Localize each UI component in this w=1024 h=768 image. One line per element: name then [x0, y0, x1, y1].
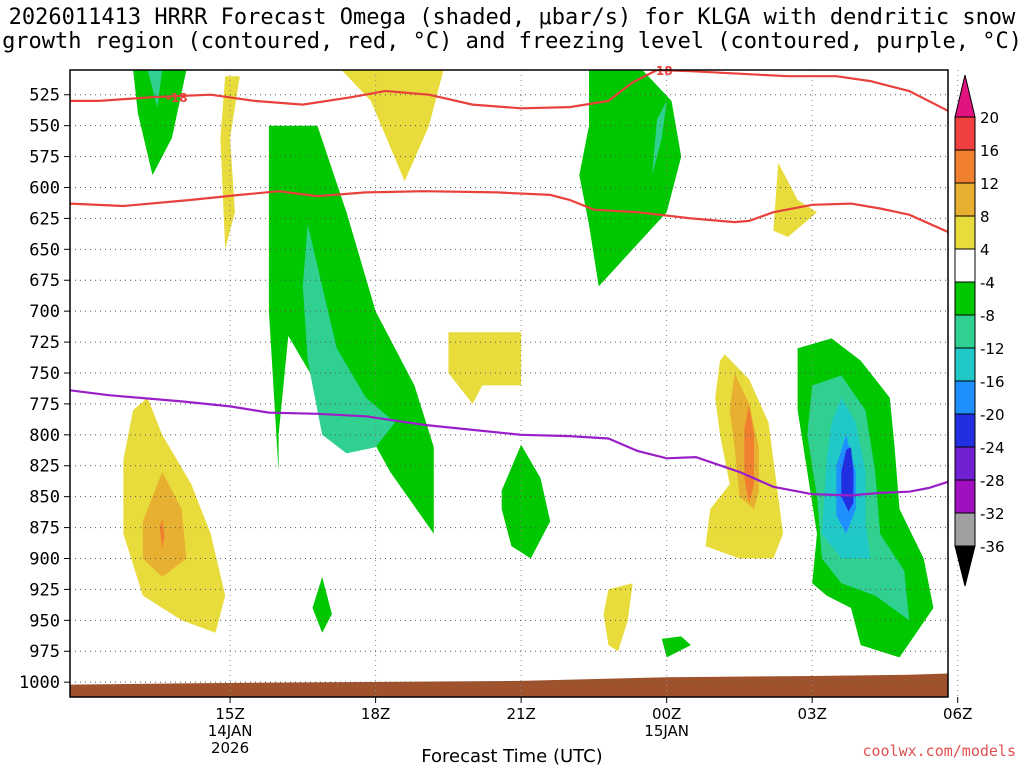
- y-tick-label: 550: [29, 117, 60, 137]
- x-tick-label: 06Z: [943, 705, 972, 723]
- y-tick-label: 675: [29, 271, 60, 291]
- x-axis-title: Forecast Time (UTC): [421, 746, 603, 767]
- colorbar-label: -20: [980, 406, 1005, 424]
- colorbar-segment: [954, 479, 976, 514]
- freezing-level-contour: [70, 389, 948, 497]
- colorbar-label: -28: [980, 472, 1005, 490]
- colorbar-label: 4: [980, 241, 990, 259]
- colorbar-segment: [954, 215, 976, 250]
- omega-region: [312, 577, 332, 633]
- omega-region: [268, 125, 434, 534]
- x-tick-label: 18Z: [361, 705, 390, 723]
- y-tick-label: 625: [29, 209, 60, 229]
- x-tick-label: 14JAN: [208, 722, 253, 740]
- colorbar-segment: [954, 149, 976, 184]
- x-tick-label: 21Z: [506, 705, 535, 723]
- colorbar-label: -36: [980, 538, 1005, 556]
- colorbar-label: -16: [980, 373, 1005, 391]
- y-tick-label: 600: [29, 178, 60, 198]
- terrain-ground: [70, 673, 948, 697]
- omega-region: [501, 444, 551, 559]
- y-tick-label: 1000: [19, 673, 60, 693]
- omega-region: [147, 70, 163, 108]
- colorbar-segment: [954, 347, 976, 382]
- y-tick-label: 975: [29, 642, 60, 662]
- colorbar-label: 12: [980, 175, 999, 193]
- colorbar-segment: [954, 281, 976, 316]
- y-tick-label: 875: [29, 519, 60, 539]
- omega-region: [341, 70, 444, 182]
- colorbar-segment: [954, 413, 976, 448]
- x-tick-label: 2026: [211, 739, 249, 757]
- colorbar-label: -4: [980, 274, 995, 292]
- plot-frame: [69, 69, 949, 698]
- chart-title-line-1: 2026011413 HRRR Forecast Omega (shaded, …: [8, 5, 1016, 30]
- y-tick-label: 850: [29, 488, 60, 508]
- colorbar-label: -12: [980, 340, 1005, 358]
- colorbar-segment: [954, 512, 976, 547]
- colorbar-label: -24: [980, 439, 1005, 457]
- dgz-lower-contour: [70, 190, 948, 234]
- x-tick-label: 00Z: [652, 705, 681, 723]
- y-tick-label: 725: [29, 333, 60, 353]
- dgz-upper-contour: [70, 70, 948, 112]
- y-tick-label: 950: [29, 611, 60, 631]
- colorbar-segment: [954, 380, 976, 415]
- omega-region: [142, 471, 187, 577]
- omega-region: [579, 70, 682, 287]
- y-tick-label: 775: [29, 395, 60, 415]
- omega-region: [773, 162, 817, 237]
- y-tick-label: 825: [29, 457, 60, 477]
- colorbar-segment: [954, 446, 976, 481]
- colorbar-label: 20: [980, 109, 999, 127]
- omega-region: [448, 332, 522, 404]
- y-tick-label: 575: [29, 148, 60, 168]
- y-tick-label: 750: [29, 364, 60, 384]
- omega-region: [661, 636, 691, 658]
- colorbar-segment: [954, 248, 976, 283]
- colorbar-label: -8: [980, 307, 995, 325]
- dgz-contour-label: -18: [651, 64, 673, 78]
- y-tick-label: 800: [29, 426, 60, 446]
- colorbar-label: -32: [980, 505, 1005, 523]
- colorbar-segment: [954, 116, 976, 151]
- colorbar-segment: [954, 182, 976, 217]
- y-tick-label: 700: [29, 302, 60, 322]
- y-tick-label: 925: [29, 580, 60, 600]
- omega-region: [220, 76, 240, 250]
- x-tick-label: 15JAN: [644, 722, 689, 740]
- dgz-contour-label: -18: [166, 91, 188, 105]
- x-tick-label: 15Z: [215, 705, 244, 723]
- y-tick-label: 525: [29, 86, 60, 106]
- y-tick-label: 900: [29, 549, 60, 569]
- colorbar-bottom-arrow: [954, 545, 976, 587]
- x-tick-label: 03Z: [797, 705, 826, 723]
- colorbar-segment: [954, 314, 976, 349]
- omega-region: [603, 583, 633, 652]
- colorbar-label: 16: [980, 142, 999, 160]
- y-tick-label: 650: [29, 240, 60, 260]
- omega-region: [159, 518, 165, 549]
- omega-region: [302, 224, 395, 454]
- credit-text: coolwx.com/models: [862, 742, 1016, 760]
- chart-title-line-2: growth region (contoured, red, °C) and f…: [2, 29, 1022, 54]
- colorbar-label: 8: [980, 208, 990, 226]
